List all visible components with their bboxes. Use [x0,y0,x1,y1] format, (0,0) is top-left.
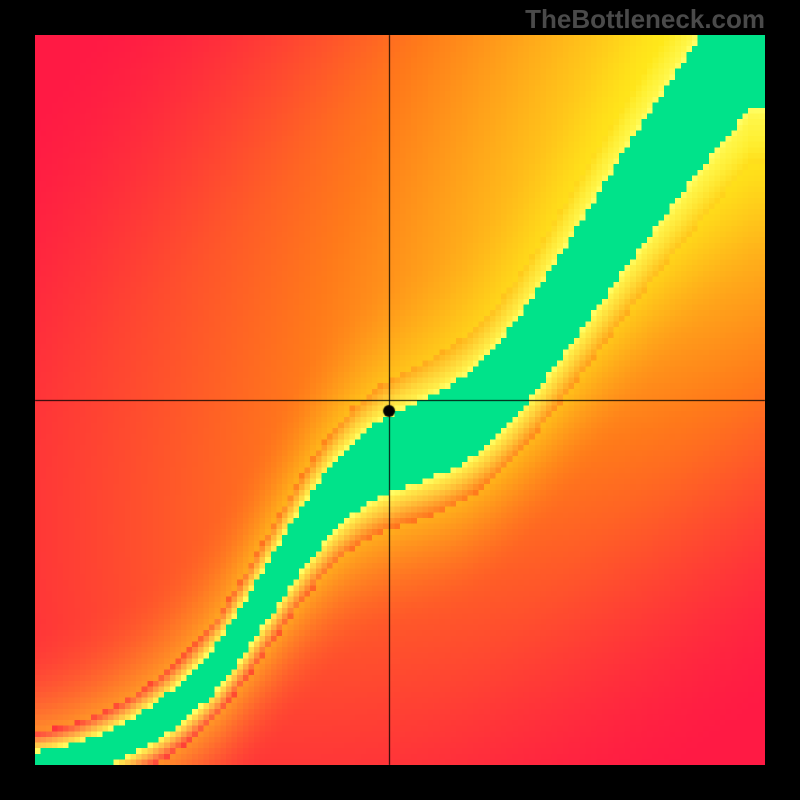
watermark-text: TheBottleneck.com [525,4,765,35]
overlay-canvas [0,0,800,800]
chart-container: TheBottleneck.com [0,0,800,800]
